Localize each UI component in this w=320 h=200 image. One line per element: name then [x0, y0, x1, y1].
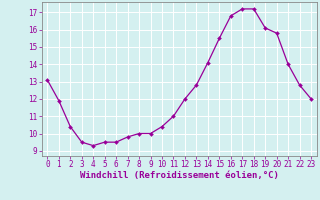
X-axis label: Windchill (Refroidissement éolien,°C): Windchill (Refroidissement éolien,°C)	[80, 171, 279, 180]
